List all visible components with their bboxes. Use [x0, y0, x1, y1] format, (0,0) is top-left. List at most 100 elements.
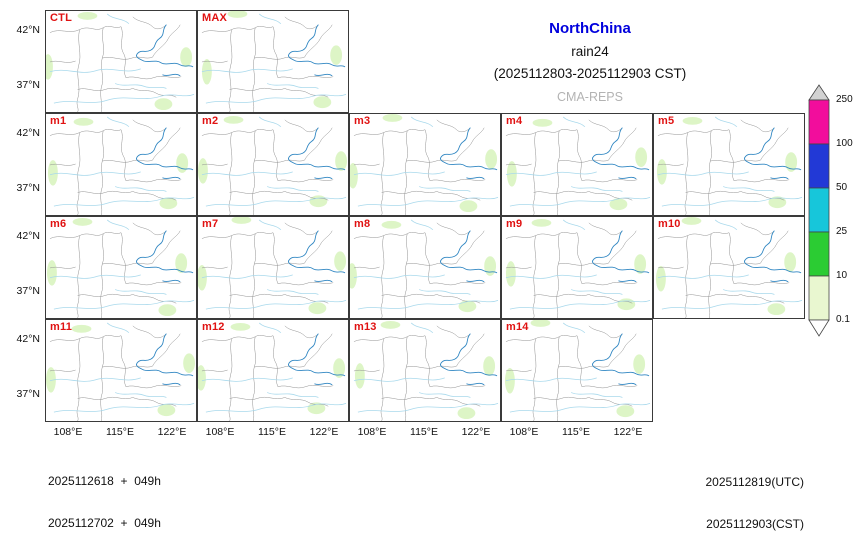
map-canvas: [654, 217, 804, 318]
lon-tick-label: 122°E: [461, 426, 491, 438]
map-panel-ctl: CTL: [45, 10, 197, 113]
panel-label: m2: [202, 115, 219, 127]
map-panel-m2: m2: [197, 113, 349, 216]
valid-time-info: 2025112819(UTC) 2025112903(CST): [705, 447, 804, 545]
colorbar-tick: 250: [836, 94, 853, 105]
map-panel-m10: m10: [653, 216, 805, 319]
map-canvas: [198, 11, 348, 112]
map-panel-m8: m8: [349, 216, 501, 319]
title-model: CMA-REPS: [557, 90, 623, 104]
colorbar-segment: [808, 99, 830, 145]
lon-tick-label: 122°E: [613, 426, 643, 438]
map-image: [505, 116, 651, 215]
panel-label: m3: [354, 115, 371, 127]
colorbar-tick: 50: [836, 182, 848, 193]
panel-label: m8: [354, 218, 371, 230]
panel-label: m4: [506, 115, 523, 127]
lat-tick-label: 42°N: [16, 127, 40, 139]
lon-tick-label: 108°E: [357, 426, 387, 438]
map-image: [46, 322, 196, 421]
map-canvas: [198, 320, 348, 421]
map-image: [350, 219, 499, 318]
map-image: [198, 115, 348, 215]
lon-tick-label: 122°E: [157, 426, 187, 438]
panel-label: m1: [50, 115, 67, 127]
map-panel-m3: m3: [349, 113, 501, 216]
init-time-line2: 2025112702 + 049h: [48, 516, 161, 530]
lat-tick-label: 42°N: [16, 24, 40, 36]
map-panel-m14: m14: [501, 319, 653, 422]
map-panel-m12: m12: [197, 319, 349, 422]
panel-label: m6: [50, 218, 67, 230]
colorbar-segment: [808, 275, 830, 321]
map-canvas: [654, 114, 804, 215]
map-canvas: [198, 114, 348, 215]
panel-label: m13: [354, 321, 377, 333]
lon-tick-label: 122°E: [309, 426, 339, 438]
colorbar-tick: 100: [836, 138, 853, 149]
lon-tick-label: 108°E: [509, 426, 539, 438]
lon-tick-label: 115°E: [106, 426, 134, 438]
map-panel-m11: m11: [45, 319, 197, 422]
colorbar-arrow-down: [808, 319, 830, 337]
map-panel-m7: m7: [197, 216, 349, 319]
map-panel-m13: m13: [349, 319, 501, 422]
valid-time-utc: 2025112819(UTC): [705, 475, 804, 489]
map-image: [46, 11, 195, 112]
map-image: [46, 217, 195, 318]
colorbar-tick: 10: [836, 270, 848, 281]
map-canvas: [46, 114, 196, 215]
colorbar-segment: [808, 187, 830, 233]
panel-label: m11: [50, 321, 73, 333]
map-panel-m1: m1: [45, 113, 197, 216]
lat-tick-label: 37°N: [16, 182, 40, 194]
panel-label: m10: [658, 218, 681, 230]
map-canvas: [46, 217, 196, 318]
init-time-line1: 2025112618 + 049h: [48, 474, 161, 488]
title-variable: rain24: [571, 44, 609, 59]
panel-label: m12: [202, 321, 225, 333]
map-image: [47, 116, 195, 215]
lon-tick-label: 108°E: [53, 426, 83, 438]
map-image: [504, 320, 651, 421]
map-canvas: [502, 217, 652, 318]
map-image: [655, 217, 803, 318]
map-image: [350, 114, 499, 215]
lon-tick-label: 108°E: [205, 426, 235, 438]
map-image: [201, 11, 347, 112]
map-panel-m9: m9: [501, 216, 653, 319]
lon-tick-label: 115°E: [562, 426, 590, 438]
colorbar-tick: 25: [836, 226, 848, 237]
lon-tick-label: 115°E: [410, 426, 438, 438]
map-panel-max: MAX: [197, 10, 349, 113]
colorbar-segment: [808, 231, 830, 277]
colorbar: 250 100 50 25 10 0.1: [806, 84, 860, 340]
panel-label: m14: [506, 321, 529, 333]
map-image: [198, 322, 347, 421]
lat-tick-label: 37°N: [16, 388, 40, 400]
init-time-info: 2025112618 + 049h 2025112702 + 049h: [48, 446, 161, 544]
lat-tick-label: 42°N: [16, 333, 40, 345]
map-image: [353, 320, 499, 421]
colorbar-arrow-up: [808, 84, 830, 101]
title-period: (2025112803-2025112903 CST): [493, 66, 687, 81]
panel-label: m5: [658, 115, 675, 127]
map-canvas: [46, 320, 196, 421]
map-panel-m4: m4: [501, 113, 653, 216]
lon-tick-label: 115°E: [258, 426, 286, 438]
colorbar-segment: [808, 143, 830, 189]
map-panel-m5: m5: [653, 113, 805, 216]
map-image: [505, 218, 651, 318]
panel-label: MAX: [202, 12, 228, 24]
map-canvas: [350, 217, 500, 318]
panel-label: CTL: [50, 12, 72, 24]
map-canvas: [198, 217, 348, 318]
panel-label: m7: [202, 218, 219, 230]
map-canvas: [502, 320, 652, 421]
panel-label: m9: [506, 218, 523, 230]
lat-tick-label: 37°N: [16, 79, 40, 91]
colorbar-scale: [808, 84, 830, 337]
map-image: [198, 217, 347, 318]
map-canvas: [350, 320, 500, 421]
title-region: NorthChina: [549, 20, 631, 37]
